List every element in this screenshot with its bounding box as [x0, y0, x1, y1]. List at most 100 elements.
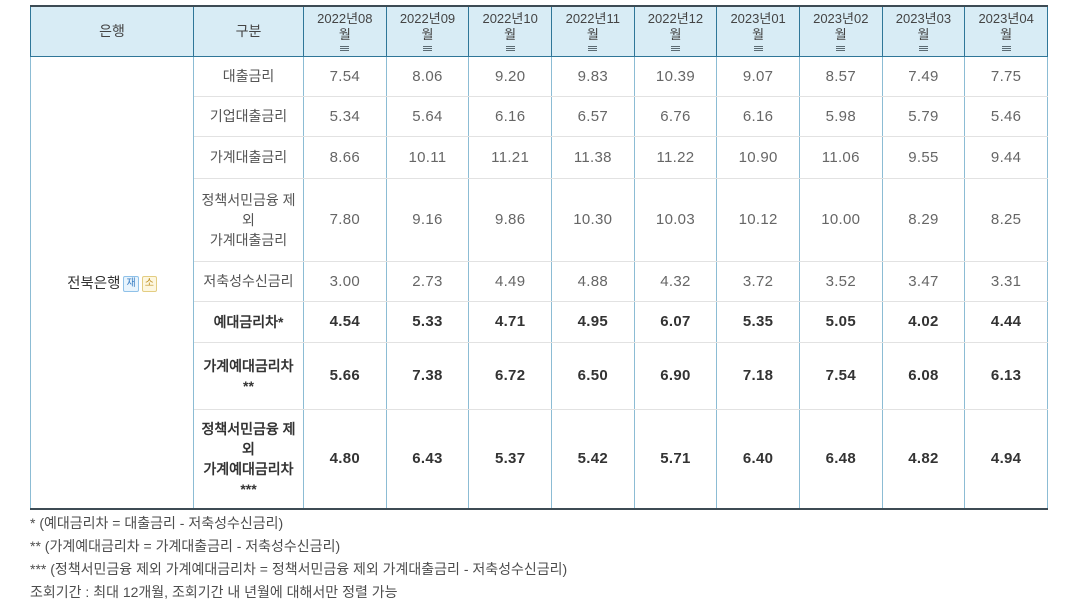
category-label: 정책서민금융 제외 가계대출금리 — [193, 177, 304, 262]
rate-value: 4.32 — [633, 260, 718, 302]
rate-value: 9.20 — [468, 55, 552, 97]
table-header-row: 은행 구분 2022년08월 2022년09월 2022년10월 2022년11월 20… — [30, 6, 1048, 57]
rate-value: 7.75 — [964, 55, 1048, 97]
rate-value: 9.44 — [964, 135, 1048, 179]
rate-value: 5.05 — [798, 300, 883, 343]
rate-value: 4.94 — [964, 408, 1048, 510]
rate-value: 5.98 — [798, 95, 883, 137]
rate-value: 5.79 — [881, 95, 966, 137]
bank-rates-table: 은행 구분 2022년08월 2022년09월 2022년10월 2022년11월 20… — [30, 5, 1048, 510]
col-header-month-6[interactable]: 2023년01월 — [716, 6, 800, 57]
rate-value: 8.25 — [964, 177, 1048, 262]
col-header-category: 구분 — [193, 6, 304, 57]
sort-icon[interactable] — [588, 46, 598, 48]
sort-icon[interactable] — [1001, 46, 1011, 48]
rate-value: 6.57 — [550, 95, 635, 137]
month-label: 2022년12월 — [647, 11, 704, 43]
rate-value: 6.76 — [633, 95, 718, 137]
category-label: 예대금리차* — [193, 300, 304, 343]
bank-name: 전북은행 — [67, 275, 121, 292]
rate-value: 6.72 — [468, 341, 552, 410]
sort-icon[interactable] — [918, 46, 928, 48]
rate-value: 6.13 — [964, 341, 1048, 410]
rate-value: 9.07 — [716, 55, 800, 97]
table-row: 저축성수신금리 3.00 2.73 4.49 4.88 4.32 3.72 3.52 3.47 3… — [31, 260, 1048, 302]
rate-value: 2.73 — [385, 260, 470, 302]
category-label: 가계예대금리차 ** — [193, 341, 304, 410]
month-label: 2023년03월 — [895, 11, 952, 43]
rate-value: 9.86 — [468, 177, 552, 262]
footnote-policy-excluded-spread: *** (정책서민금융 제외 가계예대금리차 = 정책서민금융 제외 가계대출금… — [30, 561, 568, 577]
col-header-month-9[interactable]: 2023년04월 — [964, 6, 1048, 57]
month-label: 2022년10월 — [482, 11, 538, 43]
rate-value: 8.06 — [385, 55, 470, 97]
rate-value: 11.06 — [798, 135, 883, 179]
month-label: 2022년08월 — [317, 11, 373, 43]
rate-value: 10.39 — [633, 55, 718, 97]
category-label: 가계대출금리 — [193, 135, 304, 179]
rate-value: 4.95 — [550, 300, 635, 343]
rate-value: 5.46 — [964, 95, 1048, 137]
col-header-month-8[interactable]: 2023년03월 — [881, 6, 966, 57]
month-label: 2022년09월 — [399, 11, 456, 43]
rate-value: 4.49 — [468, 260, 552, 302]
rate-value: 10.30 — [550, 177, 635, 262]
rate-value: 6.48 — [798, 408, 883, 510]
col-header-bank: 은행 — [30, 6, 194, 57]
rate-value: 3.52 — [798, 260, 883, 302]
category-label: 저축성수신금리 — [193, 260, 304, 302]
rate-value: 7.80 — [303, 177, 387, 262]
rate-value: 7.49 — [881, 55, 966, 97]
sort-icon[interactable] — [422, 46, 432, 48]
table-row: 가계대출금리 8.66 10.11 11.21 11.38 11.22 10.90 11.06… — [31, 135, 1048, 179]
col-header-month-7[interactable]: 2023년02월 — [798, 6, 883, 57]
rate-value: 4.80 — [303, 408, 387, 510]
col-header-month-1[interactable]: 2022년08월 — [303, 6, 387, 57]
rate-value: 6.07 — [633, 300, 718, 343]
sort-icon[interactable] — [836, 46, 846, 48]
rate-value: 4.82 — [881, 408, 966, 510]
rate-value: 6.90 — [633, 341, 718, 410]
col-header-month-5[interactable]: 2022년12월 — [633, 6, 718, 57]
rate-value: 4.71 — [468, 300, 552, 343]
rate-value: 7.54 — [303, 55, 387, 97]
month-label: 2023년02월 — [813, 11, 869, 43]
sort-icon[interactable] — [340, 46, 350, 48]
rate-value: 7.18 — [716, 341, 800, 410]
rate-value: 7.54 — [798, 341, 883, 410]
rate-value: 11.38 — [550, 135, 635, 179]
sort-icon[interactable] — [753, 46, 763, 48]
sort-icon[interactable] — [670, 46, 680, 48]
rate-value: 10.90 — [716, 135, 800, 179]
rate-value: 6.40 — [716, 408, 800, 510]
col-header-month-2[interactable]: 2022년09월 — [385, 6, 470, 57]
table-row: 정책서민금융 제외 가계예대금리차 *** 4.80 6.43 5.37 5.42 5.7… — [31, 408, 1048, 510]
rate-value: 3.00 — [303, 260, 387, 302]
rate-value: 9.16 — [385, 177, 470, 262]
rate-value: 3.47 — [881, 260, 966, 302]
footnote-query-period: 조회기간 : 최대 12개월, 조회기간 내 년월에 대해서만 정렬 가능 — [30, 584, 398, 600]
rate-value: 5.33 — [385, 300, 470, 343]
bank-badge-재[interactable]: 재 — [123, 275, 139, 292]
rate-value: 10.12 — [716, 177, 800, 262]
bank-name-cell: 전북은행 재 소 — [30, 55, 194, 510]
bank-badge-소[interactable]: 소 — [141, 275, 157, 292]
rate-value: 5.42 — [550, 408, 635, 510]
rate-value: 5.35 — [716, 300, 800, 343]
col-header-month-4[interactable]: 2022년11월 — [550, 6, 635, 57]
rate-value: 10.11 — [385, 135, 470, 179]
rate-value: 5.34 — [303, 95, 387, 137]
rate-value: 8.66 — [303, 135, 387, 179]
rate-value: 5.64 — [385, 95, 470, 137]
rate-value: 3.31 — [964, 260, 1048, 302]
rate-value: 6.16 — [468, 95, 552, 137]
sort-icon[interactable] — [505, 46, 515, 48]
month-label: 2023년04월 — [978, 11, 1034, 43]
rate-value: 8.29 — [881, 177, 966, 262]
rate-value: 11.21 — [468, 135, 552, 179]
rate-value: 5.37 — [468, 408, 552, 510]
rate-value: 6.16 — [716, 95, 800, 137]
table-row: 정책서민금융 제외 가계대출금리 7.80 9.16 9.86 10.30 10.03 10… — [31, 177, 1048, 262]
col-header-month-3[interactable]: 2022년10월 — [468, 6, 552, 57]
